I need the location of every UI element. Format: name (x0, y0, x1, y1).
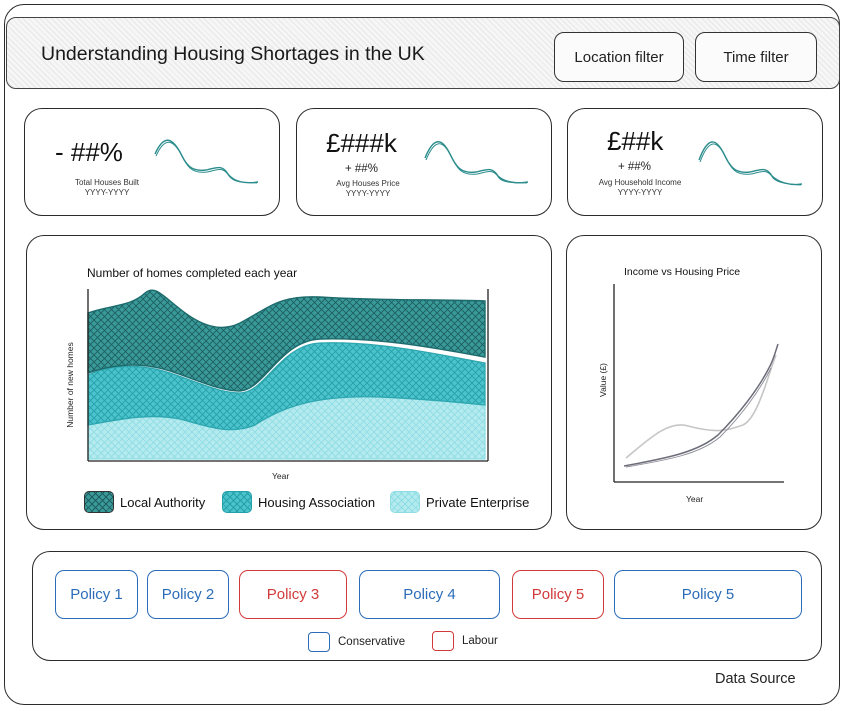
homes-chart-xlabel: Year (272, 471, 290, 481)
data-source-link[interactable]: Data Source (715, 671, 796, 687)
location-filter-button[interactable]: Location filter (554, 32, 684, 82)
kpi-card-total-houses (24, 108, 280, 216)
kpi-total-houses-period: YYYY-YYYY (84, 188, 130, 197)
legend-local-authority: Local Authority (84, 491, 205, 513)
kpi-avg-household-income-period: YYYY-YYYY (617, 188, 663, 197)
legend-housing-association: Housing Association (222, 491, 375, 513)
area-housing-association (87, 342, 486, 431)
policy-4-button[interactable]: Policy 4 (359, 570, 500, 619)
kpi-card-avg-house-price (296, 108, 552, 216)
legend-housing-association-swatch (222, 491, 252, 513)
legend-local-authority-swatch (84, 491, 114, 513)
time-filter-button[interactable]: Time filter (695, 32, 817, 82)
policy-3-button[interactable]: Policy 3 (239, 570, 347, 619)
kpi-avg-house-price-period: YYYY-YYYY (345, 189, 391, 198)
legend-local-authority-label: Local Authority (120, 494, 206, 510)
legend-labour-swatch (432, 631, 454, 651)
policy-1-button[interactable]: Policy 1 (55, 570, 138, 619)
income-vs-price-card (566, 235, 822, 530)
area-local-authority (87, 289, 486, 392)
policy-5-conservative-button[interactable]: Policy 5 (614, 570, 802, 619)
kpi-avg-household-income-label: Avg Household Income (598, 178, 682, 187)
kpi-avg-house-price-label: Avg Houses Price (336, 179, 400, 188)
kpi-total-houses-sparkline (154, 139, 259, 184)
kpi-avg-household-income-sparkline (698, 141, 803, 186)
income-chart-ylabel: Value (£) (598, 363, 608, 397)
legend-conservative: Conservative (308, 632, 405, 652)
line-house-price (623, 343, 779, 467)
kpi-avg-household-income-value: £##k (607, 126, 664, 156)
legend-conservative-label: Conservative (338, 636, 406, 648)
kpi-avg-house-price-sparkline (424, 141, 529, 184)
legend-housing-association-label: Housing Association (258, 494, 376, 510)
dashboard-frame (4, 4, 840, 705)
policy-2-button[interactable]: Policy 2 (147, 570, 229, 619)
income-chart-title: Income vs Housing Price (624, 266, 741, 278)
kpi-total-houses-value: - ##% (55, 137, 123, 167)
income-line-chart (613, 284, 784, 483)
kpi-avg-household-income-change: + ##% (618, 161, 651, 173)
kpi-card-avg-household-income (567, 108, 823, 216)
kpi-avg-house-price-change: + ##% (345, 163, 378, 175)
homes-chart-ylabel: Number of new homes (65, 342, 75, 428)
kpi-avg-house-price-value: £###k (326, 128, 397, 158)
legend-private-enterprise-swatch (390, 491, 420, 513)
page-title: Understanding Housing Shortages in the U… (41, 43, 425, 65)
legend-labour: Labour (432, 631, 498, 651)
policy-5-labour-button[interactable]: Policy 5 (512, 570, 604, 619)
homes-chart-title: Number of homes completed each year (87, 266, 298, 280)
homes-area-chart (87, 289, 489, 462)
kpi-total-houses-label: Total Houses Built (74, 178, 140, 187)
income-chart-xlabel: Year (686, 494, 704, 504)
line-household-income (625, 354, 777, 459)
legend-private-enterprise: Private Enterprise (390, 491, 529, 513)
legend-labour-label: Labour (462, 635, 498, 647)
legend-conservative-swatch (308, 632, 330, 652)
legend-private-enterprise-label: Private Enterprise (426, 494, 530, 510)
